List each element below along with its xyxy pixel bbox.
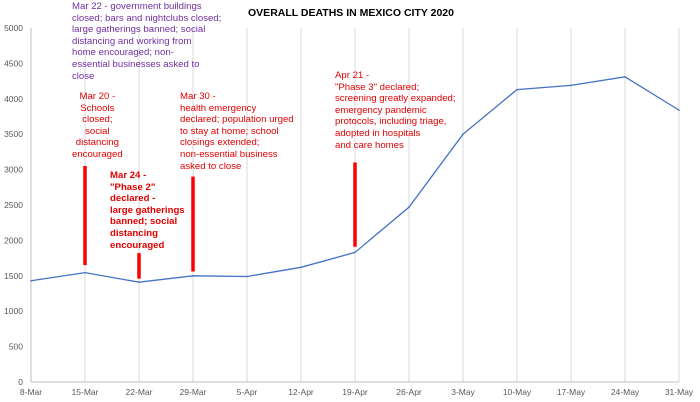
- data-point: [570, 84, 572, 87]
- annotation-mar22: Mar 22 - government buildings closed; ba…: [72, 1, 222, 82]
- annotation-mar20: Mar 20 - Schools closed; social distanci…: [72, 91, 123, 160]
- data-point: [30, 279, 32, 282]
- y-tick-label: 1500: [4, 271, 23, 281]
- x-tick-labels: 8-Mar 15-Mar 22-Mar 29-Mar 5-Apr 12-Apr 19-Apr…: [20, 387, 694, 397]
- annotation-marker-lines: [83, 162, 357, 279]
- y-tick-label: 0: [18, 377, 23, 387]
- y-tick-label: 3000: [4, 165, 23, 175]
- data-point: [300, 266, 302, 269]
- annotation-apr21: Apr 21 - "Phase 3" declared; screening g…: [335, 70, 456, 151]
- x-tick-label: 17-May: [557, 387, 586, 397]
- x-tick-label: 15-Mar: [72, 387, 99, 397]
- data-point: [678, 109, 680, 111]
- y-tick-label: 2000: [4, 235, 23, 245]
- x-tick-label: 3-May: [451, 387, 475, 397]
- y-tick-label: 1000: [4, 306, 23, 316]
- y-tick-label: 500: [9, 342, 23, 352]
- x-tick-label: 31-May: [665, 387, 694, 397]
- data-point: [138, 281, 140, 283]
- data-point: [624, 76, 626, 78]
- chart-title: OVERALL DEATHS IN MEXICO CITY 2020: [248, 7, 454, 19]
- y-tick-label: 3500: [4, 129, 23, 139]
- x-tick-label: 10-May: [503, 387, 532, 397]
- data-point: [192, 275, 194, 277]
- axes: [30, 28, 679, 383]
- y-tick-labels: 0 500 1000 1500 2000 2500 3000 3500 4000 4500 5000: [4, 23, 23, 387]
- y-tick-label: 4000: [4, 94, 23, 104]
- x-tick-label: 26-Apr: [396, 387, 422, 397]
- y-tick-label: 2500: [4, 200, 23, 210]
- annotation-mar24: Mar 24 - "Phase 2" declared - large gath…: [110, 170, 185, 251]
- x-tick-label: 12-Apr: [288, 387, 314, 397]
- x-tick-label: 24-May: [611, 387, 640, 397]
- y-tick-label: 5000: [4, 23, 23, 33]
- y-tick-label: 4500: [4, 58, 23, 68]
- data-point: [408, 206, 410, 208]
- data-point: [84, 271, 86, 274]
- series-deaths: [30, 76, 680, 283]
- data-point: [246, 275, 248, 278]
- x-tick-label: 19-Apr: [342, 387, 368, 397]
- data-point: [354, 251, 356, 254]
- x-tick-label: 22-Mar: [126, 387, 153, 397]
- data-point: [516, 88, 518, 91]
- data-point: [462, 133, 464, 135]
- annotation-mar30: Mar 30 - health emergency declared; popu…: [180, 91, 294, 172]
- x-tick-label: 29-Mar: [180, 387, 207, 397]
- x-tick-label: 8-Mar: [20, 387, 42, 397]
- x-tick-label: 5-Apr: [237, 387, 258, 397]
